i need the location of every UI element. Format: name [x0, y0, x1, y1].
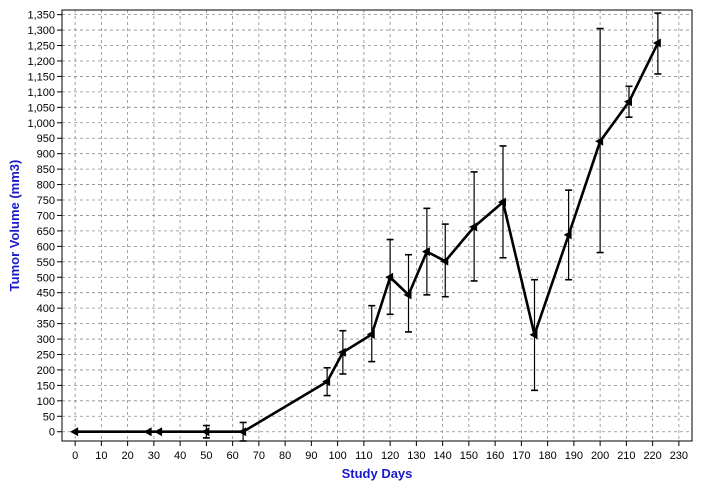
y-tick-label: 1,100 — [27, 87, 55, 99]
y-tick-label: 600 — [37, 241, 55, 253]
data-series — [70, 12, 662, 442]
y-tick-label: 1,150 — [27, 71, 55, 83]
x-axis-title: Study Days — [342, 466, 413, 481]
y-tick-label: 350 — [37, 319, 55, 331]
data-point — [440, 256, 449, 266]
data-point — [624, 97, 632, 107]
data-point — [70, 427, 79, 437]
gridlines — [62, 10, 692, 441]
y-tick-label: 1,000 — [27, 118, 55, 130]
y-axis-title: Tumor Volume (mm3) — [7, 160, 22, 292]
x-tick-label: 60 — [227, 450, 239, 462]
x-tick-label: 50 — [200, 450, 212, 462]
y-tick-label: 1,200 — [27, 56, 55, 68]
y-tick-label: 0 — [49, 427, 55, 439]
plot-area-frame — [61, 9, 693, 442]
data-point — [322, 377, 331, 387]
y-tick-label: 750 — [37, 195, 55, 207]
y-tick-label: 50 — [43, 411, 55, 423]
data-point — [337, 347, 346, 357]
y-tick-label: 100 — [37, 396, 55, 408]
data-point — [403, 290, 412, 300]
x-tick-label: 70 — [253, 450, 265, 462]
y-tick-label: 850 — [37, 164, 55, 176]
y-tick-label: 450 — [37, 288, 55, 300]
x-tick-label: 80 — [279, 450, 291, 462]
data-point — [201, 427, 210, 437]
y-tick-label: 1,050 — [27, 102, 55, 114]
y-tick-label: 800 — [37, 180, 55, 192]
y-tick-label: 250 — [37, 349, 55, 361]
data-point — [143, 427, 152, 437]
x-tick-label: 130 — [407, 450, 425, 462]
x-tick-label: 210 — [617, 450, 635, 462]
y-tick-label: 150 — [37, 380, 55, 392]
y-tick-label: 650 — [37, 226, 55, 238]
x-tick-label: 180 — [538, 450, 556, 462]
y-tick-label: 500 — [37, 272, 55, 284]
data-point — [366, 329, 375, 339]
data-point — [595, 136, 604, 146]
x-tick-label: 110 — [355, 450, 373, 462]
y-tick-label: 300 — [37, 334, 55, 346]
data-point — [469, 222, 478, 232]
x-tick-label: 170 — [512, 450, 530, 462]
x-tick-label: 30 — [148, 450, 160, 462]
y-tick-label: 1,300 — [27, 25, 55, 37]
x-tick-label: 120 — [381, 450, 399, 462]
y-tick-label: 1,250 — [27, 41, 55, 53]
data-point — [498, 197, 506, 207]
y-tick-label: 400 — [37, 303, 55, 315]
x-tick-label: 230 — [670, 450, 688, 462]
x-tick-label: 100 — [328, 450, 346, 462]
y-tick-label: 700 — [37, 210, 55, 222]
x-tick-label: 90 — [305, 450, 317, 462]
x-tick-label: 0 — [72, 450, 78, 462]
x-tick-label: 40 — [174, 450, 186, 462]
y-tick-label: 200 — [37, 365, 55, 377]
x-tick-label: 140 — [433, 450, 451, 462]
data-point — [238, 427, 247, 437]
x-tick-label: 200 — [591, 450, 609, 462]
x-tick-label: 150 — [460, 450, 478, 462]
x-tick-label: 220 — [643, 450, 661, 462]
data-point — [652, 38, 661, 48]
x-tick-label: 190 — [565, 450, 583, 462]
y-tick-label: 550 — [37, 257, 55, 269]
y-tick-label: 900 — [37, 149, 55, 161]
data-point — [529, 330, 538, 340]
data-point — [154, 427, 163, 437]
x-tick-label: 160 — [486, 450, 504, 462]
y-tick-label: 1,350 — [27, 10, 55, 22]
data-point — [385, 272, 394, 282]
y-tick-label: 950 — [37, 133, 55, 145]
axis-ticks: 0 10 20 30 40 50 60 70 80 90 100 110 120 130 140 150 160… — [27, 10, 688, 462]
data-point — [563, 230, 572, 240]
data-point — [421, 247, 430, 257]
x-tick-label: 20 — [122, 450, 134, 462]
x-tick-label: 10 — [95, 450, 107, 462]
